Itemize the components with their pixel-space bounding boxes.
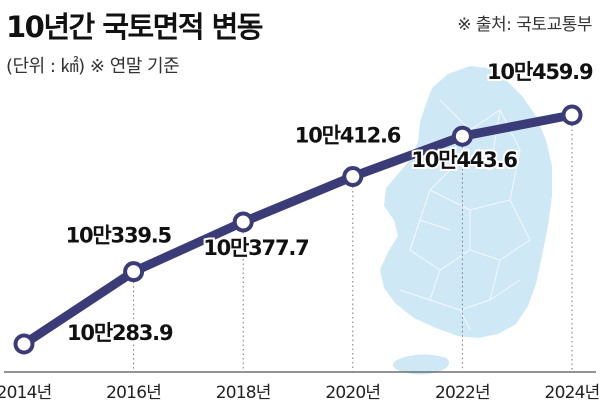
- data-point: [13, 333, 35, 355]
- korea-map-illustration: [380, 66, 552, 375]
- data-point: [561, 104, 583, 126]
- data-point: [342, 166, 364, 188]
- data-label: 10만283.9: [67, 321, 173, 345]
- chart-subtitle: (단위 : ㎢) ※ 연말 기준: [6, 56, 180, 77]
- data-label: 10만412.6: [295, 124, 401, 148]
- data-label: 10만443.6: [411, 148, 517, 172]
- source-note: ※ 출처: 국토교통부: [457, 15, 592, 35]
- chart-title: 10년간 국토면적 변동: [6, 10, 264, 44]
- jeju-island-shape: [392, 354, 450, 375]
- x-tick-label: 2014년: [0, 383, 51, 403]
- korea-map-shape: [380, 66, 552, 338]
- data-label: 10만339.5: [66, 224, 172, 248]
- data-point: [123, 261, 145, 283]
- x-tick-label: 2022년: [435, 383, 490, 403]
- x-tick-label: 2018년: [216, 383, 271, 403]
- data-label: 10만377.7: [203, 236, 308, 260]
- x-tick-label: 2016년: [106, 383, 161, 403]
- x-tick-label: 2020년: [325, 383, 380, 403]
- map-texture: [399, 99, 531, 331]
- data-point: [451, 125, 473, 147]
- data-label: 10만459.9: [487, 60, 593, 84]
- data-point: [232, 211, 254, 233]
- series-line: [19, 110, 577, 349]
- x-tick-label: 2024년: [545, 383, 600, 403]
